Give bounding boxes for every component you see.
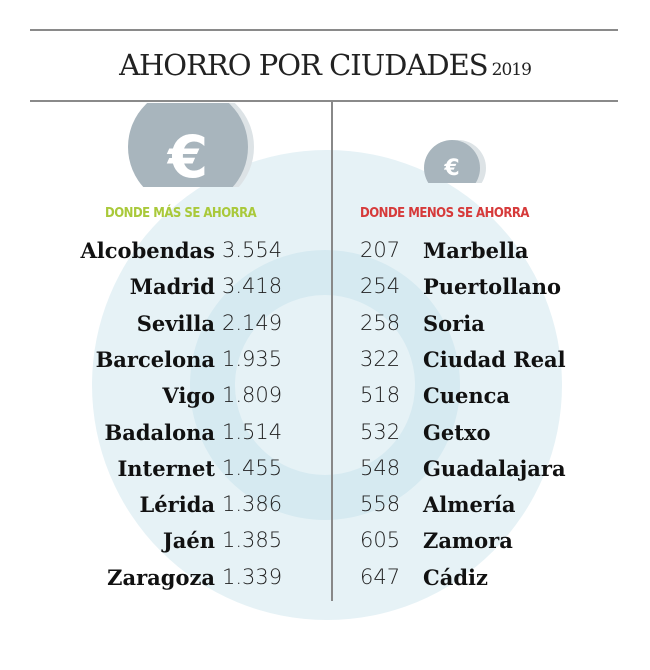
least-city: Getxo xyxy=(423,419,491,445)
most-value: 1.339 xyxy=(222,564,283,589)
most-value: 1.455 xyxy=(222,455,283,480)
most-value: 3.554 xyxy=(222,238,283,262)
most-city: Badalona xyxy=(104,419,215,445)
least-city: Ciudad Real xyxy=(423,346,566,372)
least-city: Cuenca xyxy=(423,383,511,409)
most-city: Vigo xyxy=(162,383,215,409)
least-value: 322 xyxy=(360,346,401,371)
least-value: 532 xyxy=(360,419,401,444)
euro-coin-icon-small: € xyxy=(424,140,494,183)
most-city: Madrid xyxy=(129,274,215,300)
column-divider xyxy=(331,101,333,601)
most-city: Lérida xyxy=(139,492,215,518)
title-rule xyxy=(30,100,618,102)
title-text: AHORRO POR CIUDADES xyxy=(119,48,489,82)
most-city: Internet xyxy=(117,455,215,481)
most-city: Jaén xyxy=(162,528,215,554)
least-value: 207 xyxy=(360,238,401,262)
most-value: 1.809 xyxy=(222,383,283,408)
least-value: 258 xyxy=(360,310,401,335)
most-city: Alcobendas xyxy=(80,238,216,263)
least-city: Soria xyxy=(423,310,485,336)
least-city: Zamora xyxy=(423,528,513,554)
least-value: 518 xyxy=(360,383,401,408)
most-value: 2.149 xyxy=(222,310,283,335)
most-city: Zaragoza xyxy=(107,564,215,590)
most-value: 1.935 xyxy=(222,346,283,371)
least-city: Cádiz xyxy=(423,564,488,590)
most-value: 1.385 xyxy=(222,528,283,553)
least-city: Almería xyxy=(423,492,516,518)
least-city: Marbella xyxy=(423,238,529,263)
page-title: AHORRO POR CIUDADES 2019 xyxy=(0,48,650,82)
most-value: 1.386 xyxy=(222,492,283,517)
most-city: Barcelona xyxy=(95,346,215,372)
least-value: 558 xyxy=(360,492,401,517)
top-rule xyxy=(30,29,618,31)
least-value: 605 xyxy=(360,528,401,553)
least-value: 254 xyxy=(360,274,401,299)
least-heading: DONDE MENOS SE AHORRA xyxy=(360,206,529,221)
least-city: Guadalajara xyxy=(423,455,566,481)
least-city: Puertollano xyxy=(423,274,562,300)
least-value: 548 xyxy=(360,455,401,480)
most-value: 3.418 xyxy=(222,274,283,299)
least-value: 647 xyxy=(360,564,401,589)
most-heading: DONDE MÁS SE AHORRA xyxy=(105,206,257,221)
title-year: 2019 xyxy=(491,60,532,80)
most-city: Sevilla xyxy=(136,310,215,336)
most-value: 1.514 xyxy=(222,419,283,444)
euro-coin-icon-large: € xyxy=(128,103,268,187)
